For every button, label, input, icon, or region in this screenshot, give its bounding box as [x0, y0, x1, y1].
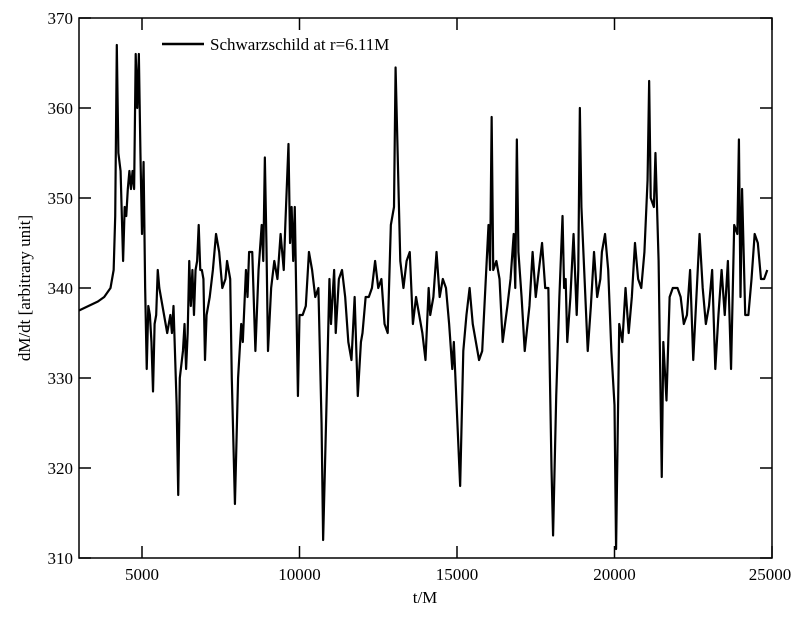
x-tick-label: 10000 [278, 565, 321, 584]
y-tick-label: 370 [48, 9, 74, 28]
y-tick-label: 320 [48, 459, 74, 478]
y-tick-label: 330 [48, 369, 74, 388]
x-axis-label: t/M [413, 588, 438, 607]
y-tick-label: 350 [48, 189, 74, 208]
x-tick-label: 20000 [593, 565, 636, 584]
data-line [78, 43, 769, 551]
x-tick-label: 5000 [125, 565, 159, 584]
x-tick-label: 25000 [749, 565, 792, 584]
y-tick-label: 360 [48, 99, 74, 118]
y-tick-label: 310 [48, 549, 74, 568]
y-tick-label: 340 [48, 279, 74, 298]
y-axis-label: dM/dt [arbitrary unit] [15, 215, 34, 361]
x-tick-label: 15000 [436, 565, 479, 584]
legend-label: Schwarzschild at r=6.11M [210, 35, 389, 54]
